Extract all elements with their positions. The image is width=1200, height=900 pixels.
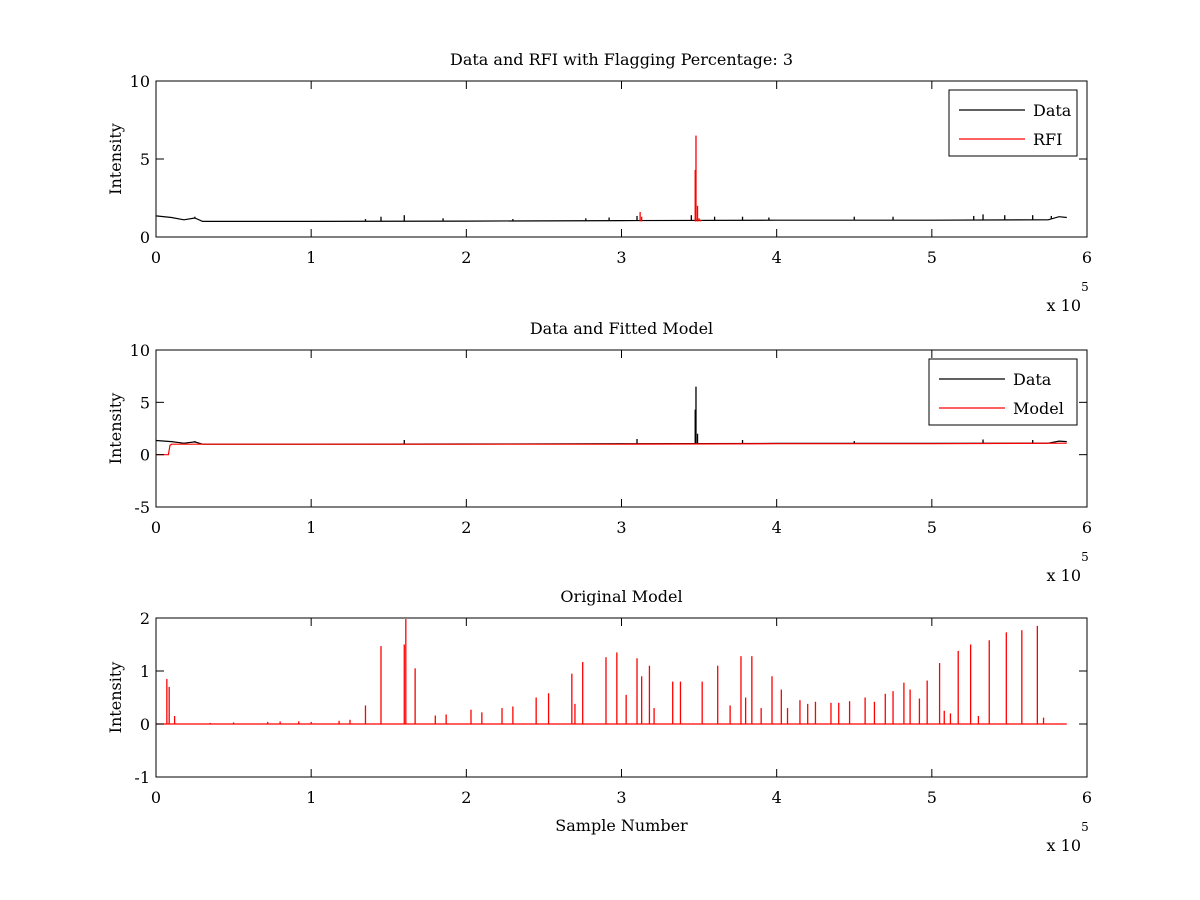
x-exponent-base: x 10 bbox=[1047, 566, 1081, 585]
legend: Data RFI bbox=[948, 89, 1078, 157]
x-tick-label: 6 bbox=[1082, 788, 1092, 807]
x-tick-label: 2 bbox=[461, 788, 471, 807]
y-tick-label: 0 bbox=[140, 446, 150, 465]
y-tick-label: 5 bbox=[140, 393, 150, 412]
x-tick-label: 1 bbox=[306, 518, 316, 537]
plot-area-3 bbox=[156, 619, 1067, 725]
y-tick-label: 1 bbox=[140, 662, 150, 681]
y-tick-label: 10 bbox=[130, 72, 150, 91]
x-exponent-base: x 10 bbox=[1047, 296, 1081, 315]
legend-box bbox=[928, 358, 1078, 426]
x-tick-label: 5 bbox=[927, 248, 937, 267]
chart-title: Original Model bbox=[560, 587, 682, 606]
y-tick-label: 5 bbox=[140, 150, 150, 169]
x-tick-label: 5 bbox=[927, 518, 937, 537]
legend-box bbox=[948, 89, 1078, 157]
x-tick-label: 3 bbox=[616, 788, 626, 807]
x-tick-label: 1 bbox=[306, 248, 316, 267]
y-tick-label: 10 bbox=[130, 341, 150, 360]
x-tick-label: 4 bbox=[772, 788, 782, 807]
plot-area-2 bbox=[156, 386, 1067, 456]
x-tick-label: 0 bbox=[151, 248, 161, 267]
x-tick-label: 5 bbox=[927, 788, 937, 807]
y-tick-label: -1 bbox=[134, 768, 150, 787]
data-series-1 bbox=[156, 214, 1067, 222]
x-tick-label: 1 bbox=[306, 788, 316, 807]
plot-area-1 bbox=[156, 135, 1067, 222]
x-exponent-power: 5 bbox=[1081, 820, 1089, 834]
model-series-2-line bbox=[156, 442, 1067, 456]
rfi-series-1 bbox=[639, 135, 702, 222]
x-exponent-power: 5 bbox=[1081, 280, 1089, 294]
x-tick-label: 0 bbox=[151, 788, 161, 807]
x-tick-label: 2 bbox=[461, 518, 471, 537]
x-tick-label: 6 bbox=[1082, 518, 1092, 537]
chart-title: Data and RFI with Flagging Percentage: 3 bbox=[450, 50, 793, 69]
x-tick-label: 3 bbox=[616, 518, 626, 537]
x-axis-label: Sample Number bbox=[555, 816, 688, 835]
chart-panel-1: 0 1 2 3 4 5 6 0 5 10 Data and RFI with Flagging Pe… bbox=[106, 50, 1092, 315]
y-axis-label: Intensity bbox=[106, 662, 125, 734]
x-tick-label: 3 bbox=[616, 248, 626, 267]
x-exponent-power: 5 bbox=[1081, 550, 1089, 564]
y-tick-label: 0 bbox=[140, 715, 150, 734]
x-exponent-base: x 10 bbox=[1047, 836, 1081, 855]
data-series-1-line bbox=[156, 215, 1067, 222]
y-tick-label: 2 bbox=[140, 609, 150, 628]
y-axis-label: Intensity bbox=[106, 393, 125, 465]
legend-label-data: Data bbox=[1013, 370, 1052, 389]
model-series-3 bbox=[156, 619, 1067, 725]
model-series-2 bbox=[156, 442, 1067, 456]
legend-label-model: Model bbox=[1013, 399, 1064, 418]
x-tick-label: 0 bbox=[151, 518, 161, 537]
x-tick-label: 2 bbox=[461, 248, 471, 267]
legend-label-data: Data bbox=[1033, 101, 1072, 120]
legend-label-rfi: RFI bbox=[1033, 130, 1062, 149]
legend: Data Model bbox=[928, 358, 1078, 426]
x-tick-label: 4 bbox=[772, 248, 782, 267]
y-tick-label: 0 bbox=[140, 228, 150, 247]
y-axis-label: Intensity bbox=[106, 123, 125, 195]
chart-title: Data and Fitted Model bbox=[530, 319, 713, 338]
y-tick-label: -5 bbox=[134, 498, 150, 517]
x-tick-label: 4 bbox=[772, 518, 782, 537]
x-tick-label: 6 bbox=[1082, 248, 1092, 267]
